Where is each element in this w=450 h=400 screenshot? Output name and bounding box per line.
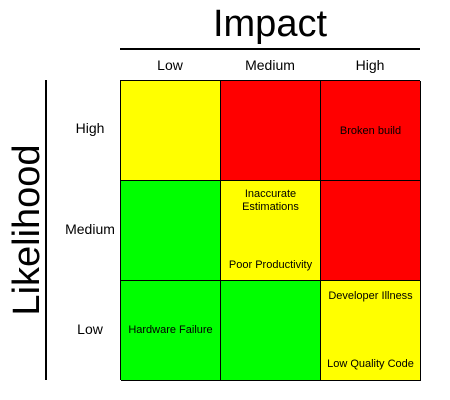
cell-low-likelihood-low-impact: Hardware Failure bbox=[121, 281, 221, 381]
risk-label: Poor Productivity bbox=[228, 259, 313, 271]
impact-label-low: Low bbox=[157, 57, 183, 73]
risk-label: Inaccurate Estimations bbox=[242, 188, 299, 213]
cell-medium-likelihood-low-impact bbox=[121, 181, 221, 281]
risk-matrix-grid: Broken build Inaccurate Estimations Poor… bbox=[120, 80, 421, 381]
cell-low-likelihood-medium-impact bbox=[221, 281, 321, 381]
cell-high-likelihood-medium-impact bbox=[221, 81, 321, 181]
cell-medium-likelihood-medium-impact: Inaccurate Estimations Poor Productivity bbox=[221, 181, 321, 281]
likelihood-label-low: Low bbox=[77, 321, 103, 337]
cell-high-likelihood-high-impact: Broken build bbox=[321, 81, 421, 181]
impact-label-high: High bbox=[355, 57, 385, 73]
impact-axis-line bbox=[120, 48, 420, 50]
impact-label-medium: Medium bbox=[245, 57, 295, 73]
risk-label: Hardware Failure bbox=[128, 324, 213, 336]
likelihood-label-high: High bbox=[75, 120, 105, 136]
cell-medium-likelihood-high-impact bbox=[321, 181, 421, 281]
likelihood-axis-line bbox=[45, 80, 47, 380]
risk-label: Broken build bbox=[339, 125, 402, 137]
risk-label: Low Quality Code bbox=[327, 358, 414, 370]
likelihood-axis-title: Likelihood bbox=[6, 144, 48, 316]
likelihood-label-medium: Medium bbox=[65, 221, 115, 237]
cell-high-likelihood-low-impact bbox=[121, 81, 221, 181]
impact-axis-title: Impact bbox=[212, 3, 328, 45]
risk-label: Developer Illness bbox=[328, 290, 413, 302]
cell-low-likelihood-high-impact: Developer Illness Low Quality Code bbox=[321, 281, 421, 381]
